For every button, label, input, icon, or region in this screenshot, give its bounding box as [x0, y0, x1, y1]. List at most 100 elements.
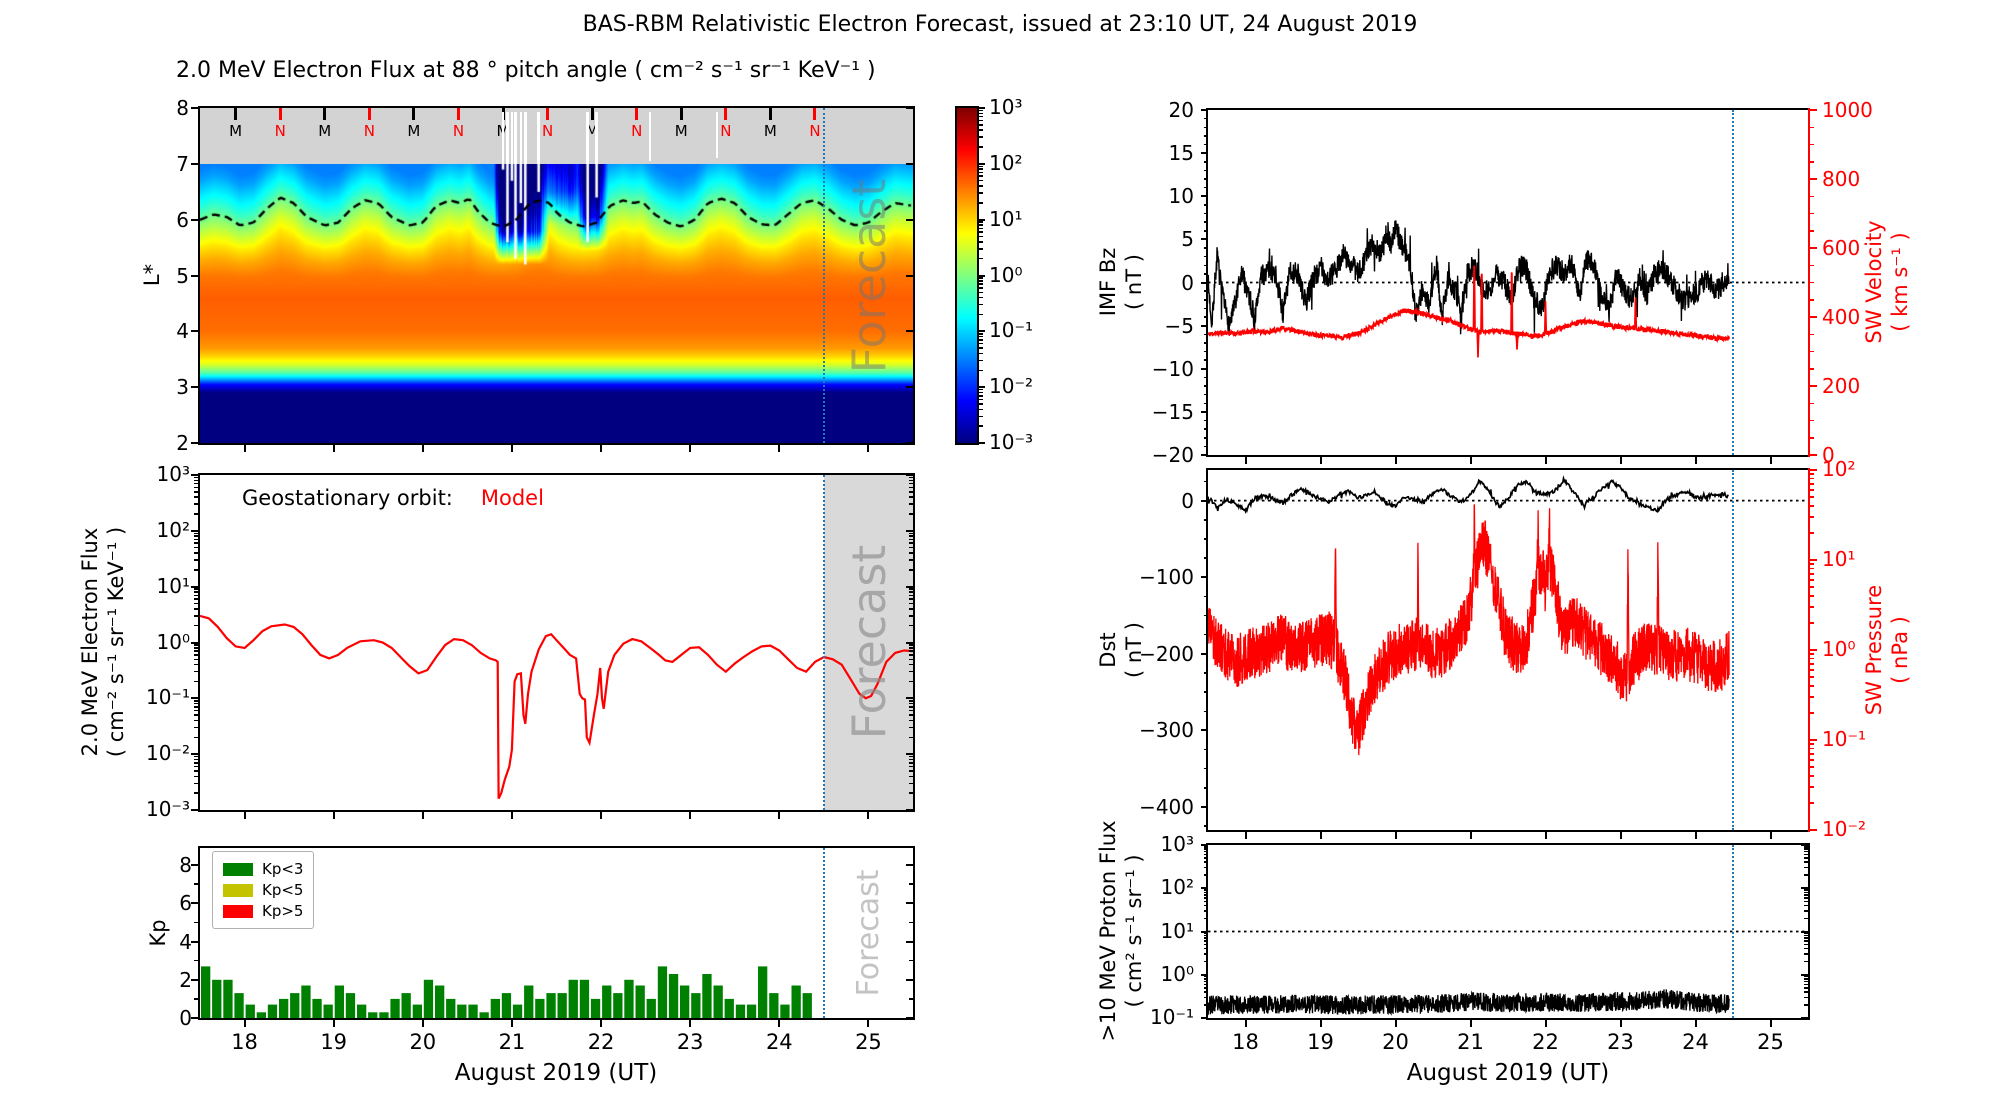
axis-tick: [909, 559, 913, 561]
axis-tick: [191, 442, 198, 444]
axis-tick: [906, 1017, 913, 1019]
axis-tick: [1204, 853, 1208, 856]
axis-tick: [909, 702, 913, 705]
kp-bar: [746, 1004, 757, 1018]
axis-tick: [909, 670, 913, 673]
axis-tick: [979, 287, 983, 289]
tick-label: 21: [498, 1030, 526, 1054]
axis-tick: [1204, 857, 1208, 859]
axis-tick: [194, 663, 198, 666]
axis-tick: [979, 335, 983, 338]
axis-tick: [421, 445, 424, 452]
axis-tick: [909, 615, 913, 617]
axis-tick: [194, 591, 198, 593]
mlt-marker-label: N: [631, 122, 643, 140]
axis-tick: [1804, 853, 1808, 856]
axis-tick: [194, 714, 198, 716]
axis-tick: [1810, 532, 1814, 534]
tick-label: −10: [1151, 356, 1194, 381]
tick-label: −15: [1151, 399, 1194, 424]
axis-tick: [906, 330, 913, 333]
axis-tick: [909, 486, 913, 489]
tick-label: 22: [587, 1030, 615, 1054]
axis-tick: [191, 474, 198, 476]
axis-tick: [909, 719, 913, 722]
axis-tick: [979, 313, 983, 316]
axis-tick: [194, 503, 198, 505]
axis-tick: [1810, 489, 1814, 491]
axis-tick: [906, 474, 913, 476]
axis-tick: [1201, 281, 1208, 284]
axis-tick: [194, 569, 198, 571]
axis-tick: [1201, 410, 1208, 413]
axis-tick: [1204, 221, 1208, 223]
tick-label: 5: [176, 263, 189, 288]
axis-tick: [194, 598, 198, 600]
axis-tick: [194, 921, 198, 924]
axis-tick: [1204, 891, 1208, 894]
mlt-tick: [456, 108, 460, 120]
axis-tick: [909, 608, 913, 610]
axis-tick: [909, 680, 913, 683]
tick-label: 200: [1822, 374, 1861, 398]
axis-tick: [1804, 846, 1808, 848]
axis-tick: [1769, 1020, 1772, 1027]
axis-tick: [191, 697, 198, 700]
dst-pressure-plot: [1208, 475, 1808, 756]
axis-tick: [909, 650, 913, 652]
mlt-marker-label: M: [229, 122, 243, 140]
model-flux-line: [200, 614, 913, 800]
axis-tick: [979, 202, 983, 204]
kp-bar: [802, 993, 812, 1018]
geo-electron-flux-panel: [198, 473, 915, 812]
axis-tick: [194, 644, 198, 646]
axis-tick: [1804, 904, 1808, 907]
imf-bz-plot: [1208, 220, 1808, 358]
kp-bar: [501, 993, 512, 1018]
axis-tick: [979, 171, 983, 174]
axis-tick: [909, 921, 913, 924]
axis-tick: [1201, 109, 1208, 111]
axis-tick: [194, 709, 198, 712]
kp-bar: [780, 1004, 790, 1018]
tick-label: 10³: [1160, 832, 1194, 856]
axis-tick: [979, 146, 983, 148]
axis-tick: [778, 1020, 781, 1027]
axis-tick: [909, 503, 913, 505]
axis-tick: [1201, 195, 1208, 198]
axis-tick: [1810, 161, 1814, 163]
axis-tick: [1201, 576, 1208, 579]
axis-tick: [1810, 567, 1814, 570]
axis-tick: [979, 283, 983, 285]
axis-tick: [1204, 1004, 1208, 1006]
axis-tick: [979, 408, 983, 411]
axis-tick: [194, 491, 198, 493]
axis-tick: [1204, 290, 1208, 292]
forecast-boundary-line: [1731, 845, 1734, 1018]
axis-tick: [194, 559, 198, 561]
axis-tick: [979, 109, 983, 112]
axis-tick: [1810, 586, 1814, 588]
axis-tick: [194, 755, 198, 758]
axis-tick: [1804, 894, 1808, 896]
axis-tick: [1619, 832, 1622, 839]
axis-tick: [1204, 850, 1208, 853]
axis-tick: [1204, 633, 1208, 636]
kp-bar: [423, 979, 434, 1018]
axis-tick: [906, 978, 913, 981]
axis-tick: [979, 119, 983, 122]
kp-bar: [457, 1004, 467, 1018]
axis-tick: [1810, 759, 1814, 761]
axis-tick: [1810, 281, 1814, 284]
axis-tick: [1694, 832, 1697, 839]
axis-tick: [1804, 937, 1808, 939]
axis-tick: [979, 330, 985, 333]
axis-tick: [1810, 368, 1814, 370]
axis-tick: [1810, 743, 1814, 745]
tick-label: −300: [1139, 718, 1194, 743]
axis-tick: [1201, 324, 1208, 327]
axis-tick: [909, 775, 913, 778]
axis-tick: [1204, 787, 1208, 789]
axis-tick: [194, 602, 198, 605]
axis-tick: [1201, 499, 1208, 502]
